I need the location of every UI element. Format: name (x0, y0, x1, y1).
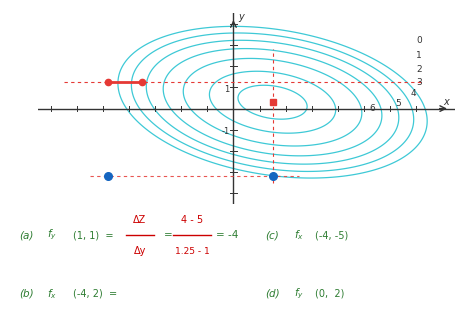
Text: $f_x$: $f_x$ (47, 287, 57, 301)
Text: 6: 6 (369, 104, 375, 113)
Text: $f_x$: $f_x$ (294, 228, 304, 242)
Text: (d): (d) (265, 289, 280, 299)
Text: -1: -1 (221, 127, 229, 137)
Text: 2: 2 (416, 65, 421, 74)
Text: 0: 0 (416, 36, 422, 45)
Text: 1: 1 (416, 51, 422, 60)
Text: (b): (b) (19, 289, 34, 299)
Text: (a): (a) (19, 230, 33, 240)
Text: (0,  2): (0, 2) (315, 289, 345, 299)
Text: $f_y$: $f_y$ (47, 228, 57, 242)
Text: 1: 1 (224, 85, 229, 94)
Text: (-4, -5): (-4, -5) (315, 230, 348, 240)
Text: 4: 4 (410, 89, 416, 98)
Text: 5: 5 (395, 99, 401, 108)
Text: $f_y$: $f_y$ (294, 287, 304, 301)
Text: =: = (164, 230, 172, 240)
Text: Δy: Δy (134, 246, 146, 257)
Text: y: y (238, 12, 244, 21)
Text: x: x (443, 97, 449, 107)
Text: (c): (c) (265, 230, 279, 240)
Text: 3: 3 (416, 78, 422, 87)
Text: ΔZ: ΔZ (133, 215, 146, 225)
Text: (-4, 2)  =: (-4, 2) = (73, 289, 118, 299)
Text: = -4: = -4 (216, 230, 238, 240)
Text: (1, 1)  =: (1, 1) = (73, 230, 114, 240)
Text: 4 - 5: 4 - 5 (181, 215, 203, 225)
Text: 1.25 - 1: 1.25 - 1 (174, 247, 210, 256)
